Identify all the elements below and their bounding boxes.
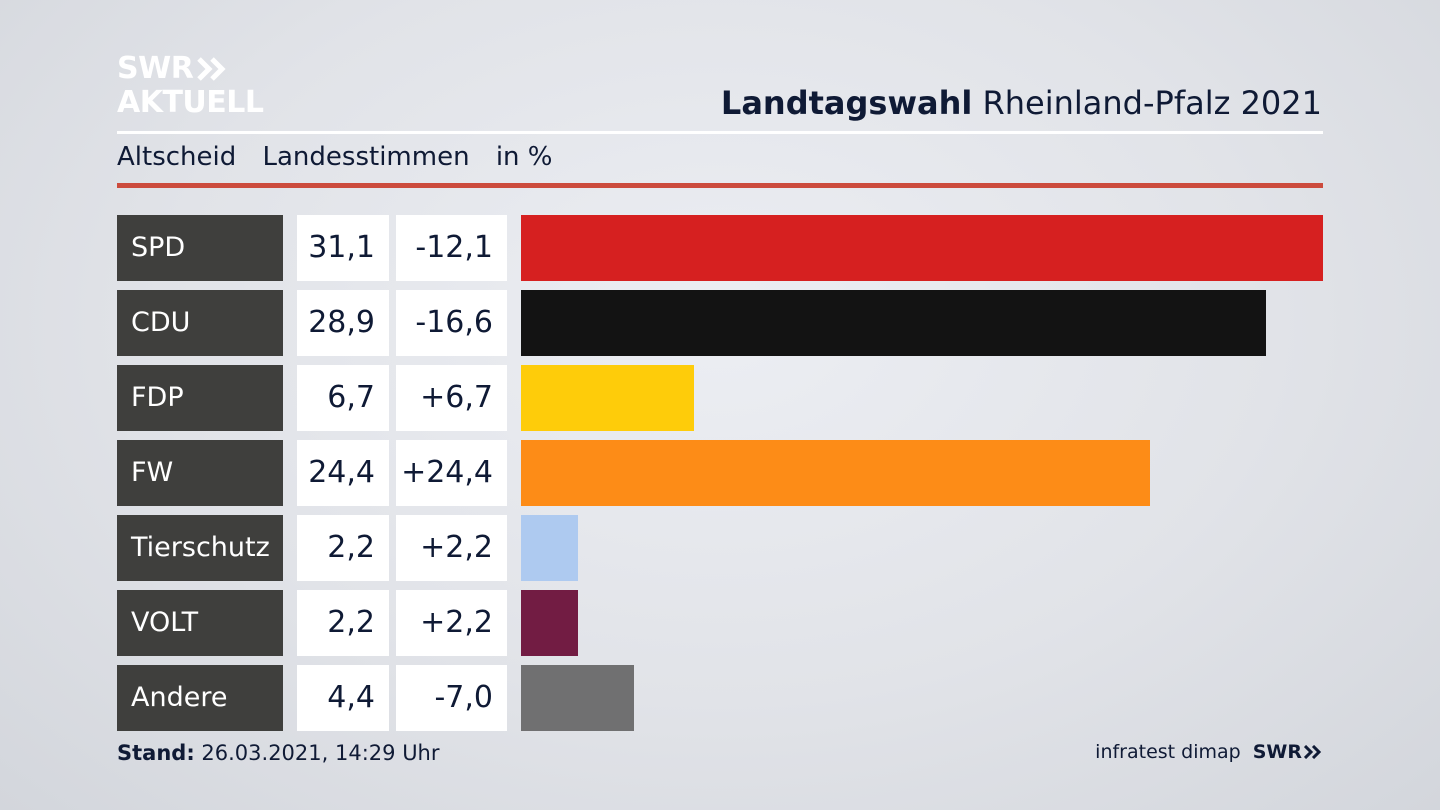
timestamp-value: 26.03.2021, 14:29 Uhr xyxy=(201,741,440,765)
vote-share-change: -16,6 xyxy=(396,290,507,356)
result-bar xyxy=(521,215,1323,281)
vote-share-change: +24,4 xyxy=(396,440,507,506)
subtitle-place: Altscheid xyxy=(117,142,237,172)
result-bar xyxy=(521,440,1150,506)
double-chevron-icon xyxy=(1304,745,1322,759)
result-bar xyxy=(521,290,1266,356)
result-row: VOLT 2,2 +2,2 xyxy=(117,590,1323,656)
result-row: SPD 31,1 -12,1 xyxy=(117,215,1323,281)
vote-share-change: +2,2 xyxy=(396,515,507,581)
title-rest: Rheinland-Pfalz 2021 xyxy=(982,84,1322,122)
vote-share-value: 2,2 xyxy=(297,515,389,581)
vote-share-value: 6,7 xyxy=(297,365,389,431)
vote-share-value: 4,4 xyxy=(297,665,389,731)
result-row: Tierschutz 2,2 +2,2 xyxy=(117,515,1323,581)
result-row: Andere 4,4 -7,0 xyxy=(117,665,1323,731)
party-label: SPD xyxy=(117,215,283,281)
party-label: Andere xyxy=(117,665,283,731)
subtitle-vote-type: Landesstimmen xyxy=(262,142,470,172)
chart-subtitle: Altscheid Landesstimmen in % xyxy=(117,142,571,172)
result-bar xyxy=(521,515,578,581)
result-bar xyxy=(521,665,634,731)
result-row: CDU 28,9 -16,6 xyxy=(117,290,1323,356)
chart-title: Landtagswahl Rheinland-Pfalz 2021 xyxy=(721,84,1322,122)
party-label: FW xyxy=(117,440,283,506)
party-label: VOLT xyxy=(117,590,283,656)
double-chevron-icon xyxy=(197,57,227,81)
result-bar xyxy=(521,365,694,431)
vote-share-value: 31,1 xyxy=(297,215,389,281)
logo-line2: AKTUELL xyxy=(117,85,264,120)
vote-share-value: 24,4 xyxy=(297,440,389,506)
party-label: Tierschutz xyxy=(117,515,283,581)
vote-share-value: 28,9 xyxy=(297,290,389,356)
vote-share-change: +2,2 xyxy=(396,590,507,656)
result-row: FW 24,4 +24,4 xyxy=(117,440,1323,506)
vote-share-change: -7,0 xyxy=(396,665,507,731)
vote-share-change: +6,7 xyxy=(396,365,507,431)
vote-share-value: 2,2 xyxy=(297,590,389,656)
source-brand: SWR xyxy=(1252,741,1302,763)
title-bold: Landtagswahl xyxy=(720,84,973,122)
source-swr-logo: SWR xyxy=(1253,741,1322,763)
accent-divider xyxy=(117,183,1323,188)
timestamp: Stand: 26.03.2021, 14:29 Uhr xyxy=(117,741,440,765)
subtitle-unit: in % xyxy=(495,142,553,172)
result-bar xyxy=(521,590,578,656)
party-label: CDU xyxy=(117,290,283,356)
source-name: infratest dimap xyxy=(1095,741,1241,763)
timestamp-label: Stand: xyxy=(117,741,195,765)
result-row: FDP 6,7 +6,7 xyxy=(117,365,1323,431)
header-divider xyxy=(117,131,1323,134)
source-credit: infratest dimap SWR xyxy=(1095,741,1322,763)
logo-line1: SWR xyxy=(117,51,194,86)
party-label: FDP xyxy=(117,365,283,431)
swr-aktuell-logo: SWR AKTUELL xyxy=(117,52,264,120)
vote-share-change: -12,1 xyxy=(396,215,507,281)
